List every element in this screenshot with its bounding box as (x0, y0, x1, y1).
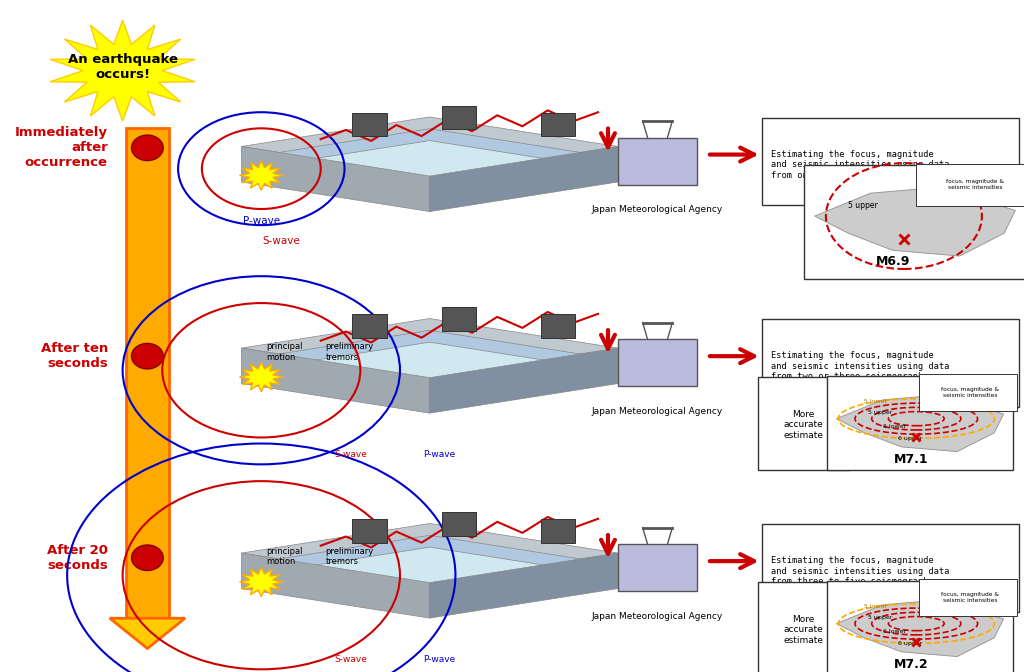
Polygon shape (240, 567, 283, 597)
Text: More
accurate
estimate: More accurate estimate (783, 410, 823, 439)
Text: P-wave: P-wave (424, 655, 456, 664)
Polygon shape (837, 395, 1004, 452)
Text: M6.9: M6.9 (876, 255, 910, 268)
Polygon shape (240, 161, 283, 190)
FancyBboxPatch shape (352, 519, 387, 543)
Text: M7.2: M7.2 (893, 658, 928, 671)
Text: 5 upper: 5 upper (848, 201, 878, 210)
FancyBboxPatch shape (441, 512, 476, 536)
Text: preliminary
tremors: preliminary tremors (326, 342, 374, 362)
Polygon shape (242, 342, 617, 401)
FancyBboxPatch shape (762, 319, 1019, 407)
FancyBboxPatch shape (762, 118, 1019, 205)
FancyBboxPatch shape (541, 519, 575, 543)
Polygon shape (242, 536, 617, 595)
Text: After ten
seconds: After ten seconds (41, 342, 108, 370)
Text: P-wave: P-wave (243, 216, 280, 226)
Text: Estimating the focus, magnitude
and seismic intensities using data
from three to: Estimating the focus, magnitude and seis… (771, 556, 950, 586)
FancyBboxPatch shape (441, 307, 476, 331)
Polygon shape (430, 553, 617, 618)
Polygon shape (110, 618, 185, 648)
Text: M7.1: M7.1 (893, 453, 928, 466)
Ellipse shape (131, 545, 163, 571)
FancyBboxPatch shape (827, 581, 1013, 672)
Text: P-wave: P-wave (424, 450, 456, 459)
Text: 6 lower: 6 lower (883, 629, 906, 634)
FancyBboxPatch shape (827, 376, 1013, 470)
Text: Japan Meteorological Agency: Japan Meteorological Agency (592, 612, 723, 620)
Text: Estimating the focus, magnitude
and seismic intensities using data
from two or t: Estimating the focus, magnitude and seis… (771, 351, 950, 381)
Text: 5 upper: 5 upper (868, 615, 892, 620)
Polygon shape (815, 187, 1016, 256)
FancyBboxPatch shape (617, 138, 697, 185)
Polygon shape (242, 146, 430, 212)
Text: Japan Meteorological Agency: Japan Meteorological Agency (592, 205, 723, 214)
Text: Japan Meteorological Agency: Japan Meteorological Agency (592, 407, 723, 415)
Polygon shape (430, 146, 617, 212)
FancyBboxPatch shape (441, 106, 476, 129)
Polygon shape (242, 117, 617, 176)
Polygon shape (50, 20, 195, 121)
Text: S-wave: S-wave (334, 450, 367, 459)
Text: After 20
seconds: After 20 seconds (47, 544, 108, 572)
Text: More
accurate
estimate: More accurate estimate (783, 615, 823, 644)
FancyBboxPatch shape (126, 128, 169, 618)
Text: focus, magnitude &
seismic intensities: focus, magnitude & seismic intensities (941, 387, 999, 398)
Polygon shape (242, 140, 617, 200)
Text: An earthquake
occurs!: An earthquake occurs! (68, 53, 177, 81)
Polygon shape (430, 348, 617, 413)
FancyBboxPatch shape (758, 582, 850, 672)
Ellipse shape (131, 135, 163, 161)
Polygon shape (837, 600, 1004, 657)
Text: S-wave: S-wave (262, 236, 300, 246)
Text: 6 upper: 6 upper (898, 436, 922, 442)
Text: 6 upper: 6 upper (898, 641, 922, 646)
Polygon shape (242, 331, 617, 390)
Text: Estimating the focus, magnitude
and seismic intensities using data
from one seis: Estimating the focus, magnitude and seis… (771, 150, 950, 179)
FancyBboxPatch shape (762, 524, 1019, 612)
Ellipse shape (131, 343, 163, 369)
FancyBboxPatch shape (617, 339, 697, 386)
FancyBboxPatch shape (352, 113, 387, 136)
FancyBboxPatch shape (920, 374, 1017, 411)
FancyBboxPatch shape (804, 165, 1024, 279)
Polygon shape (242, 553, 430, 618)
Text: principal
motion: principal motion (266, 342, 303, 362)
Text: focus, magnitude &
seismic intensities: focus, magnitude & seismic intensities (946, 179, 1005, 190)
Polygon shape (242, 547, 617, 606)
Polygon shape (242, 523, 617, 583)
Text: 4: 4 (924, 389, 928, 394)
Polygon shape (240, 362, 283, 392)
FancyBboxPatch shape (617, 544, 697, 591)
FancyBboxPatch shape (541, 314, 575, 338)
Polygon shape (242, 319, 617, 378)
Polygon shape (242, 348, 430, 413)
Text: 6 lower: 6 lower (883, 424, 906, 429)
FancyBboxPatch shape (541, 113, 575, 136)
Text: 5 lower: 5 lower (864, 603, 888, 609)
Text: S-wave: S-wave (334, 655, 367, 664)
Text: 5 lower: 5 lower (864, 398, 888, 404)
Text: principal
motion: principal motion (266, 547, 303, 566)
Text: 5 upper: 5 upper (868, 410, 892, 415)
FancyBboxPatch shape (920, 579, 1017, 616)
Text: preliminary
tremors: preliminary tremors (326, 547, 374, 566)
FancyBboxPatch shape (352, 314, 387, 338)
Text: Immediately
after
occurrence: Immediately after occurrence (14, 126, 108, 169)
Text: focus, magnitude &
seismic intensities: focus, magnitude & seismic intensities (941, 592, 999, 603)
Polygon shape (242, 129, 617, 188)
Text: 4: 4 (924, 594, 928, 599)
FancyBboxPatch shape (758, 377, 850, 470)
FancyBboxPatch shape (916, 163, 1024, 206)
